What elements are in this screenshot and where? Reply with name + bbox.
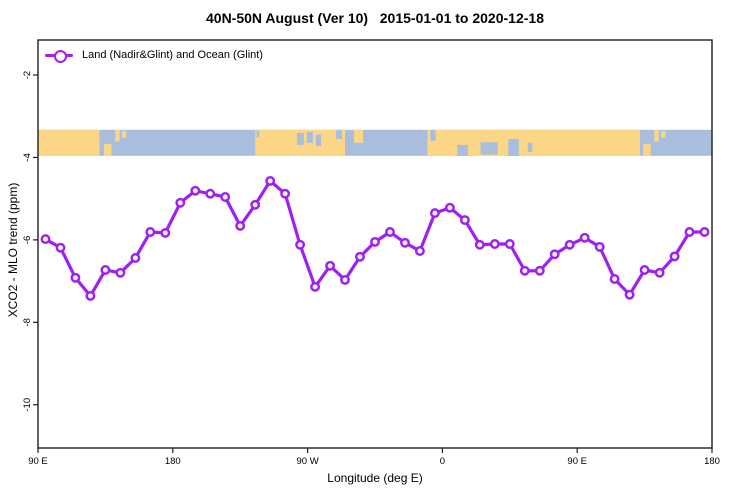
- y-axis-title: XCO2 - MLO trend (ppm): [6, 182, 20, 318]
- map-water-patch: [527, 142, 533, 152]
- map-island-patch: [661, 131, 666, 138]
- data-point-marker: [175, 197, 186, 208]
- legend: Land (Nadir&Glint) and Ocean (Glint): [45, 47, 263, 63]
- map-island-patch: [354, 129, 364, 143]
- data-point-marker: [370, 236, 380, 247]
- data-point-marker: [100, 265, 111, 275]
- data-point-marker: [489, 239, 500, 249]
- data-point-marker: [519, 265, 530, 276]
- map-land-segment: [38, 129, 100, 156]
- data-point-marker: [115, 267, 126, 278]
- data-point-marker: [639, 265, 650, 275]
- y-tick-label: -2: [22, 71, 33, 79]
- x-tick-label: 180: [704, 456, 720, 467]
- map-strip: [38, 129, 712, 156]
- data-point-marker: [549, 249, 560, 260]
- y-tick-label: -6: [22, 236, 33, 244]
- x-tick-label: 180: [165, 456, 181, 467]
- map-water-patch: [297, 132, 304, 145]
- map-water-patch: [508, 138, 519, 156]
- data-point-marker: [684, 227, 695, 237]
- data-point-marker: [534, 265, 545, 276]
- map-island-patch: [121, 131, 127, 138]
- data-point-marker: [205, 188, 216, 199]
- map-island-patch: [654, 129, 659, 142]
- data-point-marker: [295, 239, 306, 250]
- data-point-marker: [459, 215, 470, 226]
- data-point-marker: [400, 237, 410, 248]
- x-axis: 90 E 180 90 W 0 90 E 180: [28, 448, 720, 467]
- data-point-marker: [55, 242, 66, 253]
- data-point-marker: [624, 289, 635, 300]
- data-point-marker: [594, 241, 605, 252]
- x-tick-label: 90 E: [28, 456, 48, 467]
- legend-label: Land (Nadir&Glint) and Ocean (Glint): [82, 49, 263, 61]
- x-axis-title: Longitude (deg E): [327, 471, 423, 485]
- data-point-marker: [609, 274, 620, 284]
- data-point-marker: [355, 251, 365, 262]
- data-point-marker: [429, 208, 440, 219]
- data-point-marker: [385, 227, 395, 237]
- data-point-marker: [85, 290, 96, 301]
- map-island-patch: [115, 129, 120, 142]
- map-water-patch: [430, 129, 436, 141]
- map-island-patch: [643, 144, 651, 156]
- data-point-marker: [130, 253, 141, 263]
- chart-title: 40N-50N August (Ver 10) 2015-01-01 to 20…: [206, 10, 544, 26]
- data-series: [40, 175, 710, 301]
- map-water-patch: [256, 129, 259, 138]
- data-point-marker: [325, 260, 336, 271]
- data-point-marker: [70, 272, 81, 283]
- data-point-marker: [310, 281, 321, 292]
- data-point-marker: [145, 227, 156, 237]
- y-axis: -2 -4 -6 -8 -10: [22, 71, 38, 412]
- x-tick-label: 90 W: [297, 456, 319, 467]
- data-point-marker: [699, 227, 710, 237]
- data-point-marker: [40, 234, 51, 245]
- data-point-marker: [265, 175, 276, 186]
- y-tick-label: -8: [22, 318, 33, 326]
- map-water-patch: [336, 129, 343, 139]
- map-water-patch: [457, 144, 468, 156]
- data-point-marker: [340, 274, 350, 285]
- legend-circle-marker-icon: [54, 50, 67, 63]
- map-water-patch: [480, 142, 498, 155]
- data-point-marker: [190, 185, 201, 196]
- data-point-marker: [280, 188, 291, 199]
- data-point-marker: [160, 227, 171, 238]
- data-point-marker: [474, 239, 485, 250]
- data-point-marker: [235, 220, 246, 231]
- map-water-patch: [315, 134, 322, 146]
- map-island-patch: [103, 144, 112, 156]
- data-point-marker: [250, 199, 261, 210]
- data-point-marker: [220, 192, 231, 202]
- data-point-marker: [654, 267, 665, 278]
- data-point-marker: [564, 239, 575, 250]
- data-point-marker: [669, 251, 680, 262]
- data-point-marker: [504, 239, 515, 249]
- data-point-marker: [414, 246, 425, 256]
- x-tick-label: 0: [440, 456, 445, 467]
- legend-line-marker-icon: [45, 47, 73, 63]
- data-point-marker: [579, 232, 590, 243]
- map-water-patch: [306, 131, 313, 143]
- x-tick-label: 90 E: [567, 456, 587, 467]
- y-tick-label: -10: [22, 398, 33, 412]
- plot-box: [37, 39, 713, 449]
- y-tick-label: -4: [22, 153, 33, 161]
- data-point-marker: [444, 202, 455, 213]
